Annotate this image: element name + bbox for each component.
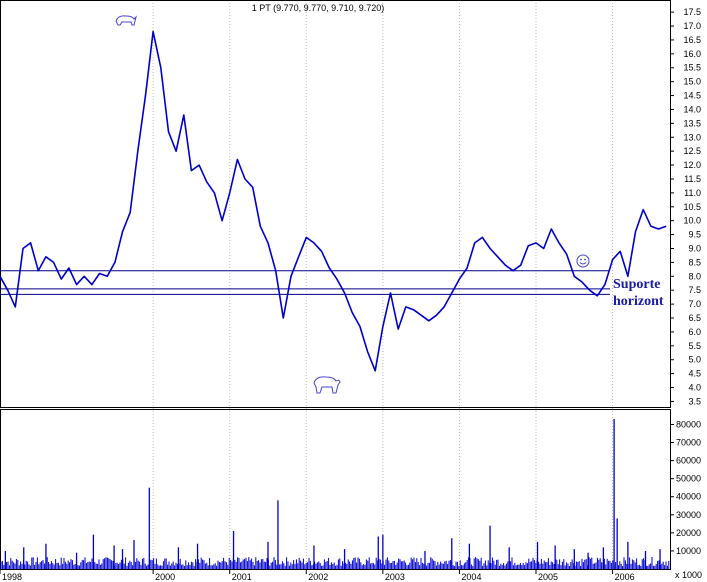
y-tick-label: 11.5 [684, 174, 701, 184]
bear-icon [313, 376, 341, 394]
y-tick-label: 9.0 [688, 243, 701, 253]
volume-bars [0, 419, 670, 569]
y-tick-label: 4.0 [688, 383, 701, 393]
x-tick-label: 2006 [615, 572, 635, 582]
y-tick-label: 7.0 [688, 299, 701, 309]
x-tick-label: 2000 [155, 572, 175, 582]
y-tick-label: 11.0 [684, 188, 701, 198]
volume-unit-label: x 1000 [675, 570, 702, 580]
x-tick-label: 2003 [385, 572, 405, 582]
volume-tick-label: 70000 [676, 438, 701, 448]
x-axis: 1998 2000 2001 2002 2003 2004 2005 2006 [0, 569, 635, 582]
x-tick-label: 2004 [461, 572, 481, 582]
volume-y-axis: 80000 70000 60000 50000 40000 30000 20000 10000 [670, 419, 701, 556]
volume-tick-label: 30000 [676, 510, 701, 520]
support-lines [0, 270, 610, 295]
vertical-grid [0, 0, 614, 569]
x-tick-label: 1998 [2, 572, 22, 582]
annotation-suporte: Suporte [613, 277, 660, 292]
volume-tick-label: 60000 [676, 456, 701, 466]
y-tick-label: 8.0 [688, 271, 701, 281]
y-tick-label: 10.0 [683, 216, 701, 226]
y-tick-label: 12.5 [683, 146, 701, 156]
y-tick-label: 14.5 [683, 91, 701, 101]
y-tick-label: 14.0 [683, 104, 701, 114]
y-tick-label: 17.5 [683, 7, 701, 17]
y-tick-label: 17.0 [683, 21, 701, 31]
volume-tick-label: 40000 [676, 492, 701, 502]
y-tick-label: 3.5 [688, 396, 701, 406]
chart-title: 1 PT (9.770, 9.770, 9.710, 9.720) [252, 3, 384, 13]
smiley-icon [576, 254, 590, 268]
price-series-line [0, 30, 667, 372]
y-tick-label: 9.5 [688, 230, 701, 240]
y-tick-label: 5.0 [688, 355, 701, 365]
bull-icon [115, 15, 137, 26]
volume-tick-label: 20000 [676, 528, 701, 538]
y-tick-label: 15.5 [683, 63, 701, 73]
volume-tick-label: 10000 [676, 546, 701, 556]
annotation-horizont: horizont [613, 294, 664, 309]
y-tick-label: 8.5 [688, 257, 701, 267]
y-tick-label: 12.0 [683, 160, 701, 170]
volume-tick-label: 80000 [676, 419, 701, 429]
y-tick-label: 6.5 [688, 313, 701, 323]
y-tick-label: 10.5 [683, 202, 701, 212]
price-y-axis: 17.5 17.0 16.5 16.0 15.5 15.0 14.5 14.0 13.5 13.0… [670, 7, 701, 406]
volume-tick-label: 50000 [676, 474, 701, 484]
y-tick-label: 7.5 [688, 285, 701, 295]
y-tick-label: 13.5 [683, 118, 701, 128]
x-tick-label: 2001 [232, 572, 252, 582]
y-tick-label: 16.0 [683, 49, 701, 59]
x-tick-label: 2005 [538, 572, 558, 582]
y-tick-label: 16.5 [683, 35, 701, 45]
y-tick-label: 5.5 [688, 341, 701, 351]
y-tick-label: 13.0 [683, 132, 701, 142]
price-panel-frame [0, 0, 671, 408]
x-tick-label: 2002 [308, 572, 328, 582]
y-tick-label: 4.5 [688, 369, 701, 379]
y-tick-label: 6.0 [688, 327, 701, 337]
y-tick-label: 15.0 [683, 77, 701, 87]
